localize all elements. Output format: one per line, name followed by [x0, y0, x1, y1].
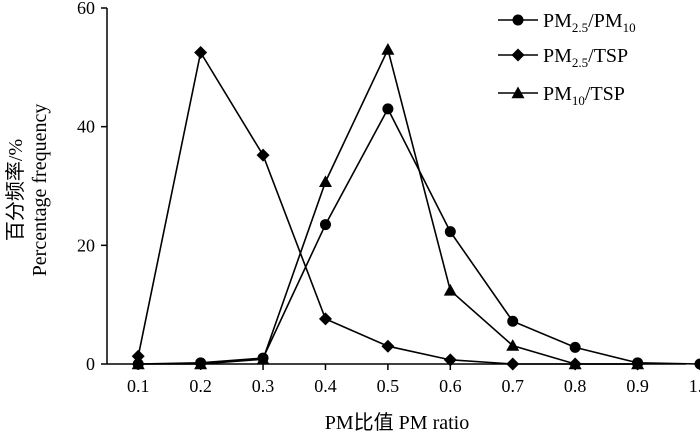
- data-point-circle: [382, 103, 394, 115]
- x-tick-label: 0.3: [252, 376, 275, 396]
- data-point-triangle: [194, 357, 208, 370]
- legend-label: PM10/TSP: [543, 83, 625, 108]
- x-tick-label: 0.4: [314, 376, 337, 396]
- series-triangle: [131, 43, 645, 370]
- data-point-triangle: [318, 175, 332, 188]
- series-circle: [132, 103, 700, 370]
- x-axis-title: PM比值 PM ratio: [325, 411, 469, 434]
- x-tick-label: 0.5: [377, 376, 400, 396]
- data-point-diamond: [318, 312, 332, 326]
- data-point-triangle: [568, 357, 582, 370]
- x-tick-label: 0.9: [626, 376, 649, 396]
- data-point-triangle: [631, 357, 645, 370]
- data-point-circle: [444, 226, 456, 238]
- data-point-diamond: [506, 357, 520, 371]
- x-tick-label: 0.6: [439, 376, 462, 396]
- legend-marker-diamond: [511, 48, 525, 62]
- legend-marker-circle: [512, 14, 524, 26]
- data-point-circle: [319, 219, 331, 231]
- legend-marker-triangle: [511, 86, 525, 99]
- data-point-diamond: [443, 353, 457, 367]
- data-point-diamond: [256, 148, 270, 162]
- axes: 0 20 40 60 0.1 0.2 0.3 0.4 0.5 0.6 0.7 0.8 0.9 1.0: [77, 0, 700, 396]
- data-point-diamond: [131, 349, 145, 363]
- y-axis-title-english: Percentage frequency: [29, 104, 51, 277]
- series-line-circle: [138, 107, 700, 365]
- y-tick-label: 0: [86, 354, 95, 374]
- data-point-diamond: [194, 46, 208, 59]
- x-tick-label: 0.7: [501, 376, 524, 396]
- legend: PM2.5/PM10 PM2.5/TSP PM10/TSP: [498, 10, 636, 108]
- data-point-circle: [507, 315, 519, 327]
- data-point-triangle: [131, 357, 145, 370]
- x-tick-label: 0.8: [564, 376, 587, 396]
- legend-item-triangle: PM10/TSP: [498, 83, 625, 108]
- series-diamond: [131, 46, 645, 371]
- y-tick-label: 60: [77, 0, 95, 18]
- legend-label: PM2.5/TSP: [543, 45, 628, 70]
- data-point-circle: [694, 358, 700, 370]
- series-layer: [131, 43, 700, 371]
- x-tick-label: 1.0: [689, 376, 700, 396]
- legend-item-circle: PM2.5/PM10: [498, 10, 636, 35]
- data-point-triangle: [256, 352, 270, 365]
- legend-item-diamond: PM2.5/TSP: [498, 45, 628, 70]
- data-point-triangle: [443, 283, 457, 296]
- y-tick-label: 40: [77, 117, 95, 137]
- data-point-triangle: [381, 43, 395, 55]
- x-tick-label: 0.2: [189, 376, 212, 396]
- y-axis-title-chinese: 百分频率/%: [4, 139, 27, 241]
- x-tick-label: 0.1: [127, 376, 150, 396]
- data-point-triangle: [506, 339, 520, 351]
- y-tick-label: 20: [77, 235, 95, 255]
- data-point-circle: [569, 341, 581, 353]
- legend-label: PM2.5/PM10: [543, 10, 636, 35]
- data-point-diamond: [381, 339, 395, 353]
